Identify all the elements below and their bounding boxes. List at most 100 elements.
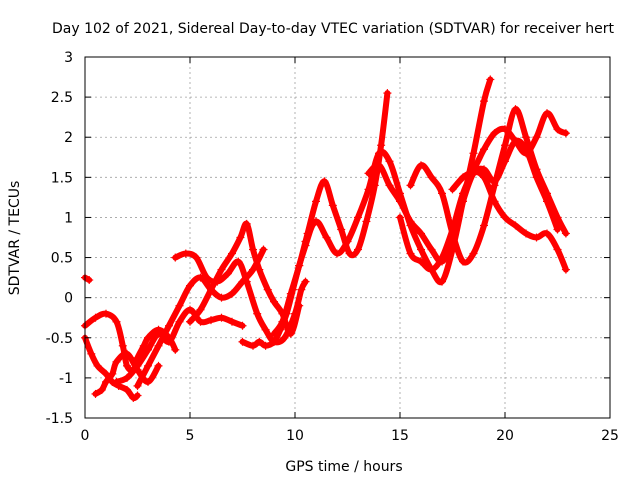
data-point-marker bbox=[165, 321, 173, 330]
data-point-marker bbox=[438, 277, 446, 286]
data-point-marker bbox=[223, 269, 232, 278]
series-track-10 bbox=[270, 89, 392, 338]
data-point-marker bbox=[337, 225, 346, 234]
data-point-marker bbox=[417, 229, 425, 238]
data-point-marker bbox=[522, 229, 530, 238]
data-point-marker bbox=[553, 213, 562, 222]
x-tick-label: 0 bbox=[81, 428, 90, 444]
x-tick-label: 5 bbox=[186, 428, 195, 444]
series-trace bbox=[187, 220, 303, 337]
data-point-marker bbox=[354, 213, 362, 222]
data-point-marker bbox=[175, 317, 184, 326]
grid-lines bbox=[85, 57, 610, 418]
data-point-marker bbox=[486, 75, 495, 84]
data-point-marker bbox=[97, 385, 106, 394]
data-point-marker bbox=[448, 229, 457, 238]
x-tick-label: 25 bbox=[601, 428, 619, 444]
data-point-marker bbox=[249, 341, 257, 350]
data-point-marker bbox=[253, 309, 262, 318]
y-axis-title: SDTVAR / TECUs bbox=[7, 181, 23, 296]
x-axis-title: GPS time / hours bbox=[285, 459, 402, 475]
data-point-marker bbox=[385, 157, 394, 166]
data-point-marker bbox=[91, 389, 100, 398]
data-point-marker bbox=[480, 165, 488, 174]
data-point-marker bbox=[469, 249, 478, 258]
data-point-marker bbox=[417, 245, 425, 254]
data-point-marker bbox=[328, 201, 337, 210]
data-series bbox=[81, 75, 570, 402]
data-point-marker bbox=[102, 309, 110, 318]
y-tick-label: 0 bbox=[64, 291, 73, 307]
data-point-marker bbox=[112, 377, 121, 386]
data-point-marker bbox=[144, 361, 152, 370]
data-point-marker bbox=[171, 345, 180, 354]
data-point-marker bbox=[217, 293, 226, 302]
y-tick-label: 1.5 bbox=[51, 170, 73, 186]
series-track-15 bbox=[448, 109, 570, 194]
data-point-marker bbox=[123, 349, 131, 358]
data-point-marker bbox=[312, 217, 320, 226]
data-point-marker bbox=[186, 305, 194, 314]
data-point-marker bbox=[133, 361, 142, 370]
data-point-marker bbox=[85, 276, 94, 285]
data-point-marker bbox=[490, 181, 499, 190]
data-point-marker bbox=[270, 337, 278, 346]
data-point-marker bbox=[480, 97, 488, 106]
plot-frame bbox=[84, 56, 611, 419]
data-point-marker bbox=[171, 253, 180, 262]
data-point-marker bbox=[301, 277, 310, 286]
data-point-marker bbox=[345, 249, 354, 258]
chart-title: Day 102 of 2021, Sidereal Day-to-day VTE… bbox=[52, 21, 614, 37]
data-point-marker bbox=[118, 341, 127, 350]
data-point-marker bbox=[396, 197, 404, 206]
data-point-marker bbox=[320, 177, 329, 186]
data-point-marker bbox=[108, 369, 117, 378]
data-point-marker bbox=[561, 229, 570, 238]
y-tick-label: 3 bbox=[64, 50, 73, 66]
data-point-marker bbox=[123, 373, 131, 382]
data-point-marker bbox=[270, 297, 278, 306]
data-point-marker bbox=[123, 361, 131, 370]
data-point-marker bbox=[234, 257, 243, 266]
data-point-marker bbox=[207, 316, 215, 325]
data-point-marker bbox=[459, 257, 467, 266]
data-point-marker bbox=[427, 173, 436, 182]
data-point-marker bbox=[144, 377, 152, 386]
data-point-marker bbox=[406, 217, 415, 226]
series-track-14 bbox=[406, 105, 570, 266]
y-tick-label: -1.5 bbox=[46, 411, 73, 427]
data-point-marker bbox=[207, 285, 215, 294]
data-point-marker bbox=[112, 357, 121, 366]
data-point-marker bbox=[438, 189, 446, 198]
data-point-marker bbox=[377, 141, 386, 150]
y-tick-label: 2.5 bbox=[51, 90, 73, 106]
data-point-marker bbox=[438, 253, 446, 262]
data-point-marker bbox=[133, 391, 142, 400]
data-point-marker bbox=[543, 189, 551, 198]
data-point-marker bbox=[133, 381, 142, 390]
series-track-8 bbox=[186, 219, 304, 338]
data-point-marker bbox=[261, 325, 270, 334]
series-track-6 bbox=[133, 245, 268, 390]
data-point-marker bbox=[354, 245, 362, 254]
data-point-marker bbox=[522, 149, 530, 158]
data-point-marker bbox=[459, 189, 467, 198]
data-point-marker bbox=[263, 285, 272, 294]
data-point-marker bbox=[511, 105, 520, 114]
data-point-marker bbox=[165, 337, 173, 346]
data-point-marker bbox=[522, 133, 530, 142]
y-tick-label: -1 bbox=[59, 371, 73, 387]
data-point-marker bbox=[312, 197, 320, 206]
data-point-marker bbox=[543, 229, 551, 238]
data-point-marker bbox=[553, 245, 562, 254]
data-point-marker bbox=[144, 345, 152, 354]
data-point-marker bbox=[144, 333, 152, 342]
data-point-marker bbox=[236, 233, 245, 242]
data-point-marker bbox=[259, 245, 268, 254]
data-point-marker bbox=[427, 265, 436, 274]
data-point-marker bbox=[561, 129, 570, 138]
data-point-marker bbox=[93, 361, 102, 370]
data-point-marker bbox=[129, 393, 138, 402]
data-point-marker bbox=[343, 237, 352, 246]
data-point-marker bbox=[286, 329, 295, 338]
